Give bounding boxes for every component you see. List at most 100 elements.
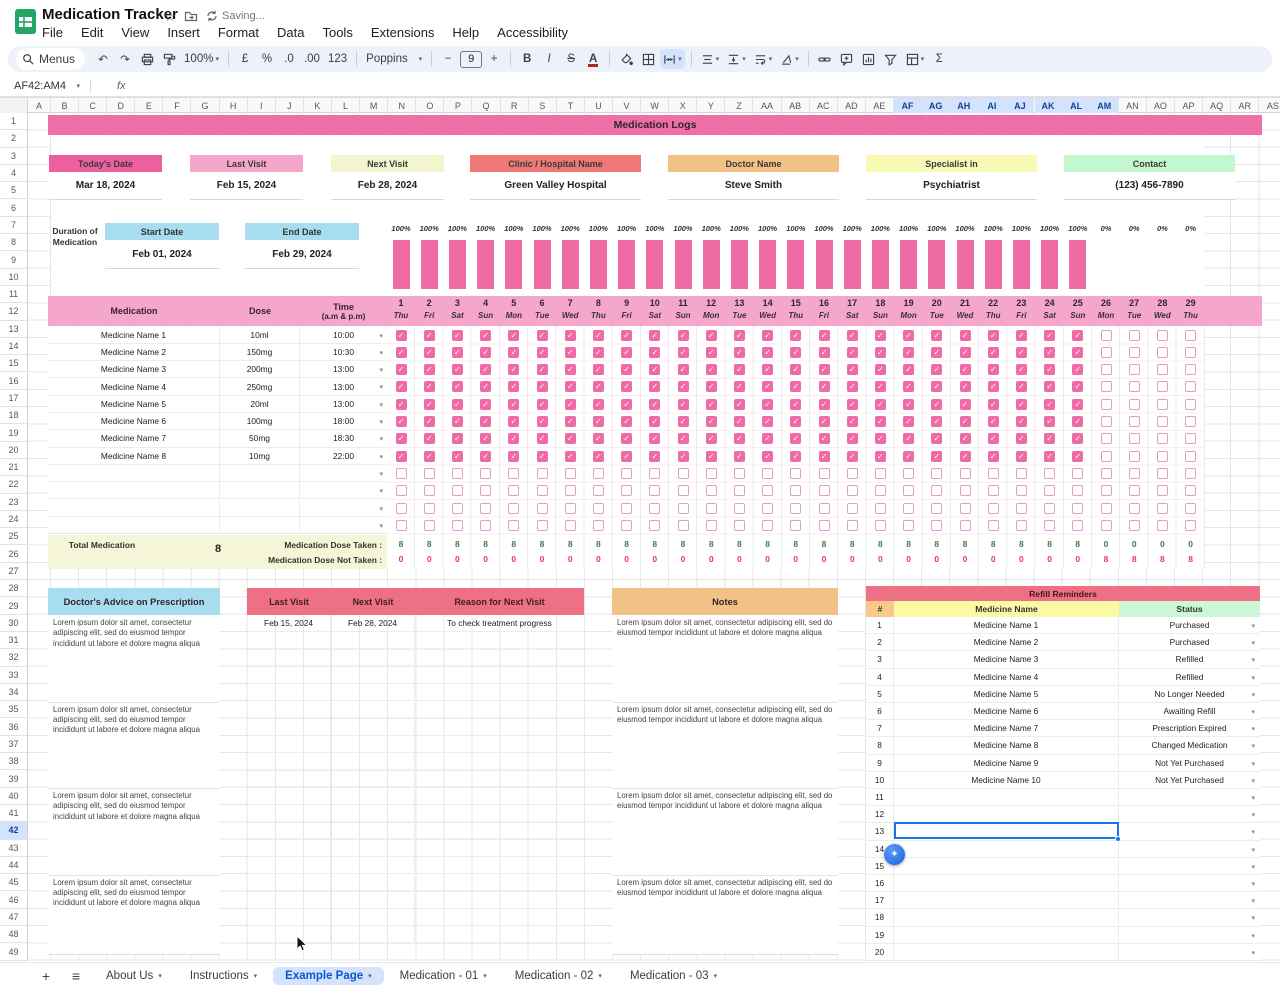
visits-cell[interactable] <box>331 684 415 701</box>
refill-medicine-name-cell[interactable] <box>894 909 1119 926</box>
dose-checkbox[interactable] <box>480 485 492 497</box>
dose-checkbox[interactable] <box>1156 364 1168 376</box>
dose-checkbox[interactable] <box>874 467 886 479</box>
vertical-align-button[interactable]: ▾ <box>724 49 749 69</box>
dose-checkbox[interactable]: ✓ <box>423 416 435 427</box>
dose-checkbox[interactable]: ✓ <box>564 329 576 341</box>
dropdown-arrow-icon[interactable]: ▾ <box>1251 657 1255 665</box>
refill-status-cell[interactable]: Changed Medication <box>1151 740 1228 751</box>
dose-checkbox[interactable]: ✓ <box>874 416 886 427</box>
add-sheet-button[interactable]: + <box>41 967 51 984</box>
dose-checkbox[interactable] <box>1100 519 1112 531</box>
dose-checkbox[interactable] <box>395 467 407 479</box>
row-header-32[interactable]: 32 <box>0 649 28 667</box>
dose-checkbox[interactable]: ✓ <box>649 433 661 445</box>
dropdown-arrow-icon[interactable]: ▾ <box>1251 760 1255 768</box>
dose-checkbox[interactable]: ✓ <box>733 433 745 445</box>
dose-checkbox[interactable]: ✓ <box>536 346 548 358</box>
row-header-46[interactable]: 46 <box>0 891 28 909</box>
visits-cell[interactable] <box>247 736 331 753</box>
dose-checkbox[interactable] <box>790 519 802 531</box>
row-header-41[interactable]: 41 <box>0 805 28 823</box>
time-cell[interactable] <box>300 517 387 533</box>
dropdown-arrow-icon[interactable]: ▾ <box>1251 777 1255 785</box>
dropdown-arrow-icon[interactable]: ▾ <box>379 505 383 513</box>
refill-status-cell[interactable]: Awaiting Refill <box>1163 706 1216 717</box>
dose-checkbox[interactable] <box>480 467 492 479</box>
dose-checkbox[interactable]: ✓ <box>846 450 858 462</box>
dose-checkbox[interactable]: ✓ <box>1015 433 1027 445</box>
column-header-AL[interactable]: AL <box>1062 98 1091 113</box>
visits-cell[interactable] <box>331 666 415 684</box>
column-header-P[interactable]: P <box>444 98 473 113</box>
dose-checkbox[interactable] <box>1185 416 1197 427</box>
dose-checkbox[interactable]: ✓ <box>903 416 915 427</box>
dose-checkbox[interactable]: ✓ <box>480 433 492 445</box>
dropdown-arrow-icon[interactable]: ▾ <box>379 367 383 375</box>
dose-checkbox[interactable] <box>508 502 520 514</box>
text-rotation-button[interactable]: ▾ <box>777 49 802 69</box>
menu-extensions[interactable]: Extensions <box>370 25 435 40</box>
dose-checkbox[interactable] <box>1185 433 1197 445</box>
dose-checkbox[interactable]: ✓ <box>931 364 943 376</box>
dose-checkbox[interactable] <box>395 485 407 497</box>
dose-checkbox[interactable]: ✓ <box>677 450 689 462</box>
dose-checkbox[interactable]: ✓ <box>480 450 492 462</box>
decrease-font-size-button[interactable]: − <box>444 53 452 65</box>
dose-checkbox[interactable]: ✓ <box>564 398 576 410</box>
refill-medicine-name-cell[interactable]: Medicine Name 4 <box>894 668 1119 685</box>
dose-cell[interactable]: 250mg <box>220 378 300 395</box>
dose-checkbox[interactable] <box>987 485 999 497</box>
end-date-header[interactable]: End Date <box>245 223 359 240</box>
dose-checkbox[interactable]: ✓ <box>762 364 774 376</box>
dose-checkbox[interactable]: ✓ <box>508 416 520 427</box>
dose-checkbox[interactable]: ✓ <box>762 381 774 393</box>
medicine-name-cell[interactable] <box>48 464 220 482</box>
dose-checkbox[interactable]: ✓ <box>536 433 548 445</box>
dose-checkbox[interactable]: ✓ <box>1044 329 1056 341</box>
dose-checkbox[interactable]: ✓ <box>1015 398 1027 410</box>
dose-checkbox[interactable]: ✓ <box>451 381 463 393</box>
row-header-9[interactable]: 9 <box>0 251 28 269</box>
time-cell[interactable]: 10:30 <box>333 346 354 357</box>
dose-checkbox[interactable] <box>1128 502 1140 514</box>
dose-checkbox[interactable] <box>1128 416 1140 427</box>
refill-status-cell[interactable]: Prescription Expired <box>1152 723 1227 734</box>
percent-format-button[interactable]: % <box>261 53 273 65</box>
dose-checkbox[interactable]: ✓ <box>987 450 999 462</box>
dose-checkbox[interactable]: ✓ <box>987 381 999 393</box>
menu-help[interactable]: Help <box>452 25 480 40</box>
dropdown-arrow-icon[interactable]: ▾ <box>1251 881 1255 888</box>
visits-cell[interactable] <box>331 649 415 666</box>
visits-cell[interactable] <box>331 805 415 822</box>
dose-checkbox[interactable]: ✓ <box>931 450 943 462</box>
dose-checkbox[interactable]: ✓ <box>592 433 604 445</box>
visits-cell[interactable] <box>331 701 415 718</box>
dose-checkbox[interactable]: ✓ <box>931 329 943 341</box>
dose-checkbox[interactable] <box>592 485 604 497</box>
medicine-name-cell[interactable]: Medicine Name 6 <box>48 413 220 430</box>
dose-checkbox[interactable] <box>987 502 999 514</box>
dose-checkbox[interactable]: ✓ <box>621 433 633 445</box>
time-cell[interactable]: 18:00 <box>333 416 354 427</box>
dose-checkbox[interactable] <box>931 502 943 514</box>
dose-checkbox[interactable] <box>1185 329 1197 341</box>
dose-checkbox[interactable]: ✓ <box>790 329 802 341</box>
dose-checkbox[interactable] <box>1100 433 1112 445</box>
column-header-AE[interactable]: AE <box>866 98 894 113</box>
dose-checkbox[interactable] <box>874 519 886 531</box>
visits-cell[interactable] <box>247 684 331 701</box>
banner-medication-logs[interactable]: Medication Logs <box>48 115 1262 135</box>
decrease-decimals-button[interactable]: .0 <box>284 53 294 65</box>
visits-cell[interactable] <box>331 718 415 736</box>
fill-color-button[interactable] <box>616 49 636 69</box>
dose-checkbox[interactable]: ✓ <box>536 329 548 341</box>
dose-checkbox[interactable]: ✓ <box>564 433 576 445</box>
refill-medicine-name-cell[interactable]: Medicine Name 1 <box>894 617 1119 634</box>
italic-button[interactable]: I <box>547 53 551 65</box>
medicine-name-cell[interactable]: Medicine Name 8 <box>48 447 220 464</box>
visits-cell[interactable] <box>415 702 584 718</box>
column-header-T[interactable]: T <box>557 98 585 113</box>
dose-checkbox[interactable]: ✓ <box>846 416 858 427</box>
dose-checkbox[interactable] <box>536 502 548 514</box>
